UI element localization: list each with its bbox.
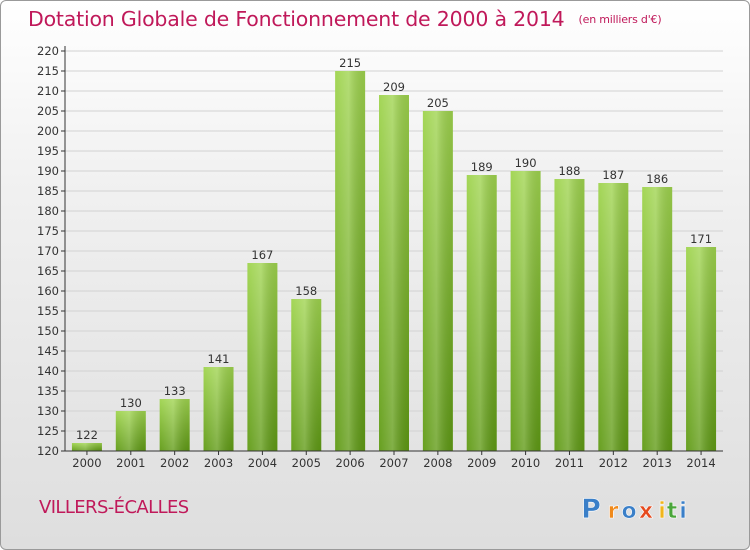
value-label: 141: [208, 352, 230, 366]
x-tick-label: 2010: [511, 456, 540, 470]
value-label: 189: [471, 160, 493, 174]
value-label: 209: [383, 80, 405, 94]
y-tick-label: 140: [37, 364, 59, 378]
bar-shine: [247, 263, 278, 451]
bar-shine: [115, 411, 146, 451]
logo-letter: t: [667, 499, 678, 524]
value-label: 171: [690, 232, 712, 246]
y-tick-label: 155: [37, 304, 59, 318]
value-label: 130: [120, 396, 142, 410]
x-tick-label: 2002: [160, 456, 189, 470]
logo-letter: P: [583, 494, 601, 525]
chart-title-text: Dotation Globale de Fonctionnement de 20…: [28, 7, 565, 31]
y-tick-label: 185: [37, 184, 59, 198]
y-tick-label: 180: [37, 204, 59, 218]
logo-letter: o: [621, 499, 636, 524]
y-tick-label: 195: [37, 144, 59, 158]
y-tick-label: 170: [37, 244, 59, 258]
logo-letter: i: [679, 499, 687, 524]
value-label: 215: [339, 56, 361, 70]
value-label: 205: [427, 96, 449, 110]
y-tick-label: 130: [37, 404, 59, 418]
value-label: 133: [164, 384, 186, 398]
bar-shine: [510, 171, 541, 451]
y-tick-label: 210: [37, 84, 59, 98]
y-tick-label: 175: [37, 224, 59, 238]
logo-letter: r: [608, 499, 619, 524]
x-tick-label: 2001: [116, 456, 145, 470]
bar-shine: [159, 399, 190, 451]
x-tick-label: 2004: [248, 456, 277, 470]
bar-shine: [422, 111, 453, 451]
y-tick-label: 150: [37, 324, 59, 338]
value-label: 188: [558, 164, 580, 178]
x-tick-label: 2003: [204, 456, 233, 470]
y-tick-label: 145: [37, 344, 59, 358]
x-tick-label: 2007: [379, 456, 408, 470]
y-tick-label: 135: [37, 384, 59, 398]
y-tick-label: 205: [37, 104, 59, 118]
value-label: 190: [515, 156, 537, 170]
logo-letter: x: [639, 499, 653, 524]
bars: [71, 71, 717, 451]
bar-shine: [379, 95, 409, 451]
value-label: 158: [295, 284, 317, 298]
value-label: 122: [76, 428, 98, 442]
bar-shine: [71, 443, 102, 451]
y-tick-label: 190: [37, 164, 59, 178]
chart-title: Dotation Globale de Fonctionnement de 20…: [28, 7, 662, 31]
bar-shine: [466, 175, 497, 451]
value-label: 186: [646, 172, 668, 186]
x-tick-label: 2014: [686, 456, 715, 470]
commune-name: VILLERS-ÉCALLES: [39, 497, 189, 518]
axes: 120 125 130 135 140 145 150 155 160 165 170 175 180 1…: [37, 44, 723, 470]
bar-shine: [686, 247, 717, 451]
value-label: 167: [251, 248, 273, 262]
x-tick-label: 2012: [599, 456, 628, 470]
logo-letter: i: [658, 499, 666, 524]
y-tick-label: 120: [37, 444, 59, 458]
x-tick-label: 2013: [643, 456, 672, 470]
bar-shine: [203, 367, 234, 451]
x-tick-label: 2008: [423, 456, 452, 470]
y-tick-label: 200: [37, 124, 59, 138]
value-label: 187: [602, 168, 624, 182]
y-tick-label: 220: [37, 44, 59, 58]
x-tick-label: 2006: [335, 456, 364, 470]
bar-shine: [335, 71, 366, 451]
x-tick-label: 2011: [555, 456, 584, 470]
bar-shine: [554, 179, 585, 451]
y-tick-label: 215: [37, 64, 59, 78]
bar-shine: [642, 187, 673, 451]
x-tick-label: 2009: [467, 456, 496, 470]
chart-unit-label: (en milliers d'€): [578, 13, 662, 26]
x-tick-label: 2005: [292, 456, 321, 470]
x-tick-label: 2000: [72, 456, 101, 470]
y-tick-label: 160: [37, 284, 59, 298]
y-tick-label: 165: [37, 264, 59, 278]
bar-shine: [598, 183, 629, 451]
data-labels: 122 130 133 141 167 158 215 209 205 189 190 188 187 1…: [76, 56, 712, 442]
y-tick-label: 125: [37, 424, 59, 438]
bar-shine: [291, 299, 322, 451]
